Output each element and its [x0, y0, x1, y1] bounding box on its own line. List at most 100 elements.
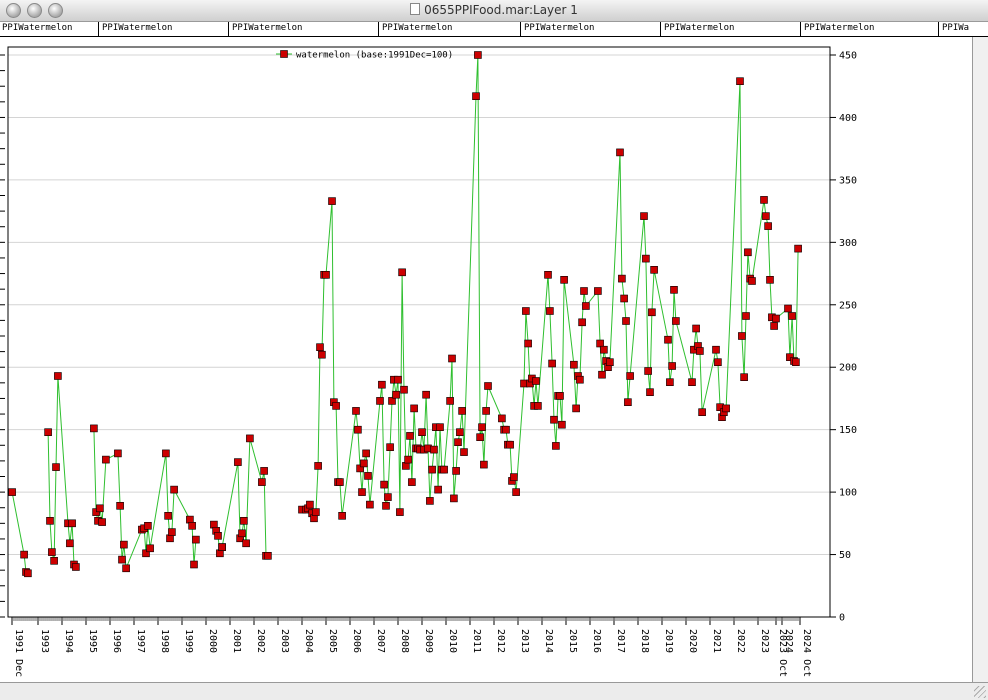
data-point [406, 432, 414, 440]
data-point [546, 307, 554, 315]
series-tab-5[interactable]: PPIWatermelon [524, 23, 595, 33]
vertical-scrollbar[interactable] [972, 37, 988, 682]
x-tick-label: 2001 [231, 629, 242, 653]
data-point [404, 455, 412, 464]
data-point [616, 148, 624, 157]
data-point [556, 392, 564, 400]
document-icon [410, 3, 421, 15]
data-point [772, 314, 780, 323]
x-tick-label: 2011 [471, 629, 482, 653]
data-point [24, 569, 32, 578]
data-point [312, 508, 320, 516]
series-line-segment [302, 54, 799, 520]
data-point [170, 485, 178, 494]
data-point [626, 372, 634, 380]
data-point [748, 277, 756, 285]
x-tick-label: 2024 [783, 629, 794, 653]
data-point [764, 222, 772, 230]
data-point [580, 287, 588, 295]
minimize-window-button[interactable] [27, 3, 42, 18]
window-title-row: 0655PPIFood.mar:Layer 1 [0, 3, 988, 17]
data-point [314, 462, 322, 470]
y-tick-label: 450 [839, 51, 857, 62]
data-point [380, 480, 388, 489]
series-tab-3[interactable]: PPIWatermelon [232, 23, 303, 33]
data-point [378, 380, 386, 389]
data-point [770, 322, 778, 330]
data-point [788, 312, 796, 320]
data-point [510, 473, 518, 481]
data-point [428, 465, 436, 474]
data-point [524, 339, 532, 348]
horizontal-scrollbar[interactable] [0, 682, 988, 700]
tab-separator [520, 22, 521, 36]
data-point [534, 402, 542, 410]
data-point [714, 358, 722, 367]
x-tick-label: 1991 Dec [13, 629, 24, 677]
data-point [72, 563, 80, 571]
data-point [648, 308, 656, 317]
data-point [600, 345, 608, 354]
data-point [122, 564, 130, 573]
data-point [670, 286, 678, 294]
resize-grip-icon[interactable] [974, 686, 986, 698]
x-tick-label: 2006 [351, 629, 362, 653]
data-point [46, 516, 54, 525]
data-point [550, 415, 558, 424]
y-axis: 0 50 100 150 200 250 300 350 400 450 [0, 51, 857, 624]
window-titlebar[interactable]: 0655PPIFood.mar:Layer 1 [0, 0, 988, 22]
data-point [740, 373, 748, 382]
x-tick-label: 2013 [519, 629, 530, 653]
close-window-button[interactable] [6, 3, 21, 18]
x-tick-label: 2005 [327, 629, 338, 653]
data-point [712, 345, 720, 354]
data-point [400, 385, 408, 394]
data-point [572, 404, 580, 413]
data-point [698, 408, 706, 417]
legend: watermelon (base:1991Dec=100) [276, 50, 453, 61]
x-tick-label: 2017 [615, 629, 626, 653]
data-point [558, 420, 566, 429]
x-tick-label: 2010 [447, 629, 458, 653]
data-point [642, 254, 650, 263]
data-point [190, 560, 198, 569]
x-tick-label: 1999 [183, 629, 194, 653]
data-point [120, 540, 128, 549]
data-point [458, 407, 466, 415]
data-point [142, 549, 150, 558]
data-point [644, 367, 652, 375]
x-tick-label: 2002 [255, 629, 266, 653]
y-tick-label: 250 [839, 300, 857, 311]
data-point [398, 268, 406, 277]
data-point [578, 318, 586, 327]
data-point [650, 266, 658, 274]
data-point [218, 543, 226, 551]
series-tab-4[interactable]: PPIWatermelon [382, 23, 453, 33]
series-tab-6[interactable]: PPIWatermelon [664, 23, 735, 33]
data-point [482, 407, 490, 415]
data-point [548, 359, 556, 368]
series-tab-1[interactable]: PPIWatermelon [2, 23, 73, 33]
data-point [598, 370, 606, 379]
zoom-window-button[interactable] [48, 3, 63, 18]
series-tab-7[interactable]: PPIWatermelon [804, 23, 875, 33]
data-point [258, 478, 266, 486]
series-tab-8[interactable]: PPIWa [942, 23, 970, 33]
x-tick-label: 2023 [759, 629, 770, 653]
data-point [722, 404, 730, 413]
data-point [672, 317, 680, 325]
data-point [622, 317, 630, 325]
data-point [410, 404, 418, 413]
x-tick-label: 2021 [711, 629, 722, 653]
series-tab-2[interactable]: PPIWatermelon [102, 23, 173, 33]
y-tick-label: 300 [839, 238, 857, 249]
x-tick-label: 2016 [591, 629, 602, 653]
data-point [454, 438, 462, 447]
x-tick-label: 1997 [135, 629, 146, 653]
data-point [336, 478, 344, 486]
data-point [114, 449, 122, 458]
data-point [192, 535, 200, 544]
data-point [48, 548, 56, 556]
x-tick-label: 1995 [87, 629, 98, 653]
data-point [386, 443, 394, 452]
